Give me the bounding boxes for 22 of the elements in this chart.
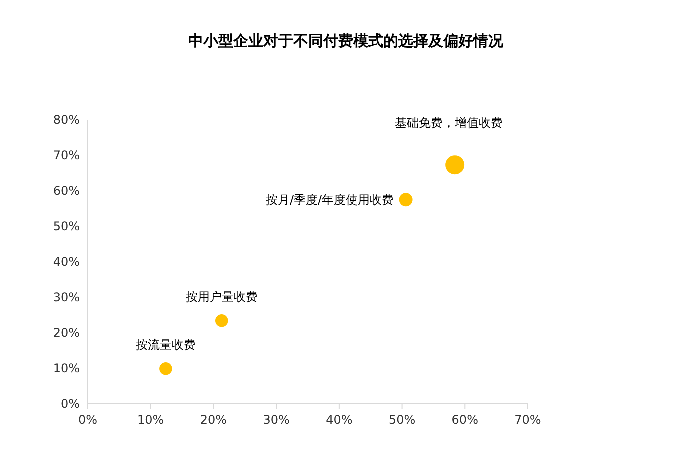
x-tick-label: 70% [514, 413, 542, 427]
annotation: 按月/季度/年度使用收费 [266, 192, 394, 207]
y-tick-label: 30% [53, 290, 80, 304]
y-tick-label: 60% [53, 184, 80, 198]
annotation: 按流量收费 [136, 338, 196, 352]
annotation: 基础免费，增值收费 [395, 116, 504, 130]
y-tick-label: 50% [53, 220, 80, 234]
y-tick-label: 70% [53, 148, 80, 162]
x-tick-label: 20% [200, 413, 228, 427]
x-tick-label: 60% [452, 413, 478, 427]
annotation: 按用户量收费 [186, 290, 258, 304]
y-tick-label: 10% [53, 362, 80, 376]
y-tick-label: 80% [53, 113, 80, 127]
y-tick-label: 40% [53, 255, 80, 269]
chart-title: 中小型企业对于不同付费模式的选择及偏好情况 [188, 32, 504, 50]
x-tick-label: 0% [78, 413, 98, 427]
y-tick-label: 20% [53, 326, 80, 340]
x-tick-label: 40% [326, 413, 353, 427]
y-tick-label: 0% [60, 397, 80, 411]
x-tick-label: 30% [263, 413, 290, 427]
x-tick-label: 10% [138, 413, 164, 427]
x-tick-label: 50% [388, 413, 416, 427]
